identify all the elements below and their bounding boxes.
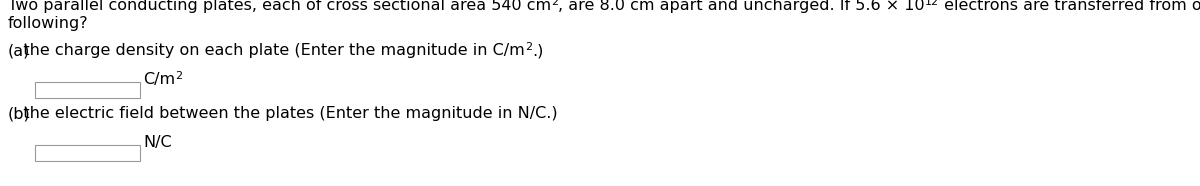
Text: the charge density on each plate (Enter the magnitude in C/m: the charge density on each plate (Enter … xyxy=(8,44,524,58)
Text: N/C: N/C xyxy=(143,135,172,150)
Text: , are 8.0 cm apart and uncharged. If 5.6 × 10: , are 8.0 cm apart and uncharged. If 5.6… xyxy=(558,0,925,13)
Text: (b): (b) xyxy=(8,106,31,121)
Text: 2: 2 xyxy=(551,0,558,7)
Text: 2: 2 xyxy=(524,42,532,52)
Text: electrons are transferred from one plate to the other, what are the: electrons are transferred from one plate… xyxy=(940,0,1200,13)
Text: .): .) xyxy=(532,44,544,58)
FancyBboxPatch shape xyxy=(35,145,140,161)
Text: (a): (a) xyxy=(8,44,30,58)
Text: 2: 2 xyxy=(175,71,182,81)
Text: following?: following? xyxy=(8,16,89,31)
FancyBboxPatch shape xyxy=(35,82,140,98)
Text: 12: 12 xyxy=(925,0,940,7)
Text: Two parallel conducting plates, each of cross sectional area 540 cm: Two parallel conducting plates, each of … xyxy=(8,0,551,13)
Text: the electric field between the plates (Enter the magnitude in N/C.): the electric field between the plates (E… xyxy=(8,106,558,121)
Text: C/m: C/m xyxy=(143,73,175,87)
